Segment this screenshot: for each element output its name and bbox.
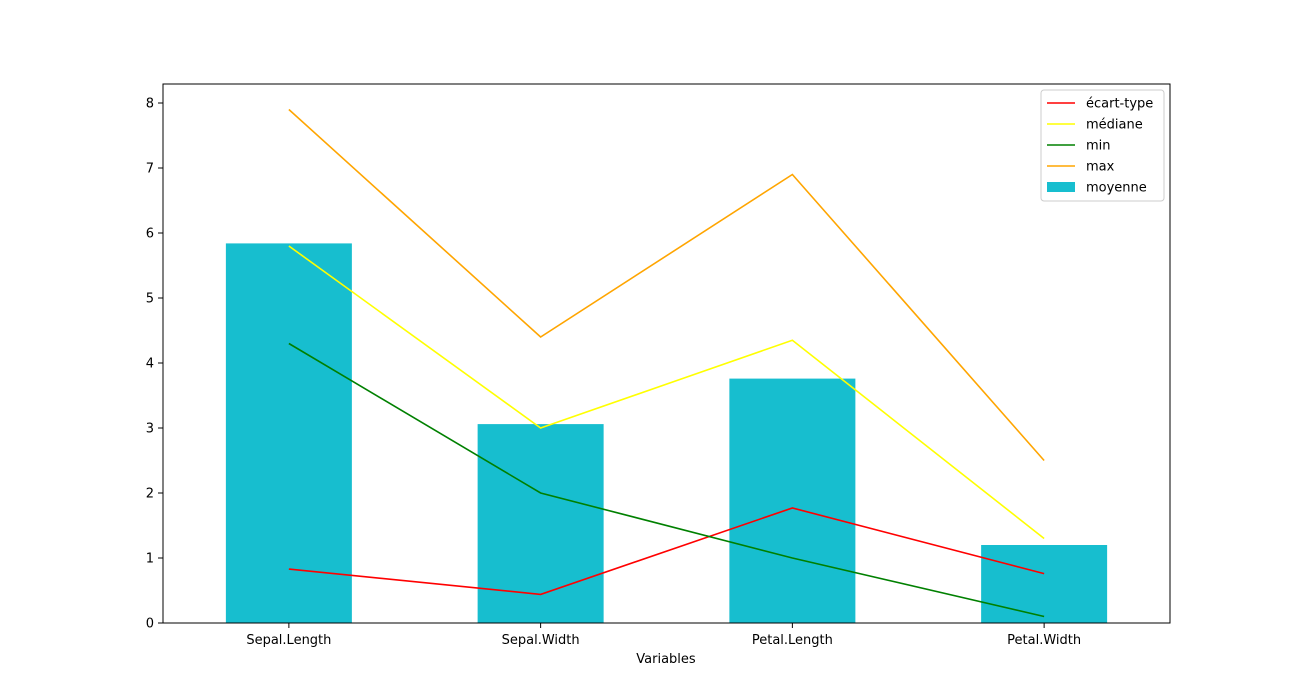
y-tick-label: 2	[146, 487, 154, 502]
legend-label: moyenne	[1086, 181, 1147, 196]
y-tick-label: 7	[146, 162, 154, 177]
y-tick-label: 8	[146, 97, 154, 112]
y-tick-label: 0	[146, 617, 154, 632]
x-tick-label: Sepal.Length	[246, 633, 331, 648]
legend-swatch-bar	[1047, 182, 1075, 192]
series-line-0	[288, 507, 1045, 596]
legend-label: max	[1086, 160, 1115, 175]
series-line-1	[288, 245, 1045, 540]
x-axis-label: Variables	[636, 652, 696, 667]
bars-layer	[225, 243, 1108, 623]
series-line-3	[288, 108, 1045, 462]
legend-label: médiane	[1086, 118, 1143, 133]
legend-label: min	[1086, 139, 1111, 154]
lines-layer	[288, 108, 1045, 618]
bar-Petal.Width	[981, 545, 1108, 623]
y-tick-label: 5	[146, 292, 154, 307]
plot-area-frame	[162, 83, 1171, 624]
legend-label: écart-type	[1086, 97, 1153, 112]
series-line-2	[288, 342, 1045, 618]
y-tick-label: 6	[146, 227, 154, 242]
bar-Petal.Length	[729, 378, 856, 623]
x-tick-label: Petal.Width	[1007, 633, 1081, 648]
y-axis: 0 1 2 3 4 5 6 7 8	[146, 97, 163, 632]
bar-Sepal.Length	[225, 243, 352, 623]
x-tick-label: Sepal.Width	[502, 633, 580, 648]
x-axis: Sepal.Length Sepal.Width Petal.Length Petal…	[246, 623, 1081, 648]
x-tick-label: Petal.Length	[752, 633, 833, 648]
bar-Sepal.Width	[477, 424, 604, 623]
y-tick-label: 4	[146, 357, 154, 372]
y-tick-label: 3	[146, 422, 154, 437]
legend: écart-type médiane min max moyenne	[1040, 89, 1165, 202]
y-tick-label: 1	[146, 552, 154, 567]
legend-box	[1040, 89, 1165, 202]
